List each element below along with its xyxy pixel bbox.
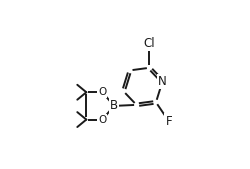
Text: F: F [165,115,171,128]
Text: Cl: Cl [143,37,155,50]
Text: B: B [110,99,118,112]
Text: N: N [158,75,166,88]
Text: O: O [98,87,106,97]
Text: O: O [98,115,106,125]
